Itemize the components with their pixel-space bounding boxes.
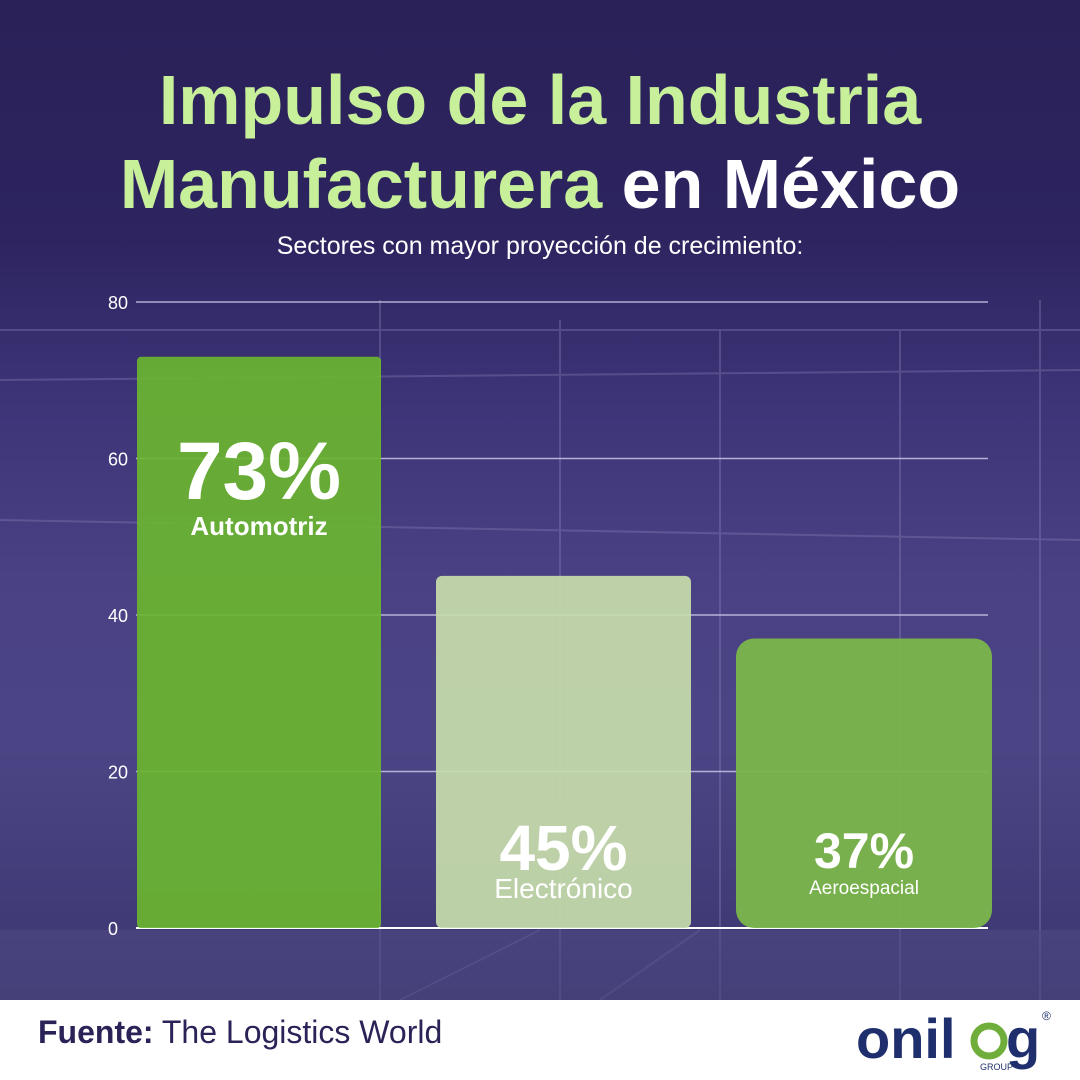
footer <box>0 1000 1080 1080</box>
hero-background: Impulso de la Industria Manufacturera en… <box>0 0 1080 1000</box>
logo-text-b: g <box>1006 1007 1040 1070</box>
bar-category-label: Electrónico <box>494 873 633 904</box>
source-credit: Fuente: The Logistics World <box>38 1014 442 1051</box>
logo-registered: ® <box>1042 1009 1051 1023</box>
y-tick-label: 60 <box>108 450 128 470</box>
page-title-line-2: Manufacturera en México <box>0 142 1080 226</box>
title-green-word: Manufacturera <box>119 145 603 223</box>
onilog-logo: onil g ® GROUP <box>856 1006 1056 1072</box>
y-tick-label: 40 <box>108 606 128 626</box>
factory-background-image <box>0 300 1080 1000</box>
bar-value-label: 73% <box>177 426 341 517</box>
chart-subtitle: Sectores con mayor proyección de crecimi… <box>276 232 804 260</box>
bar-category-label: Aeroespacial <box>809 878 919 899</box>
bar-value-label: 37% <box>814 823 914 879</box>
logo-mark: onil g ® GROUP <box>856 1007 1051 1072</box>
y-tick-label: 20 <box>108 763 128 783</box>
source-text: The Logistics World <box>161 1014 443 1050</box>
logo-o-ring <box>970 1022 1008 1060</box>
bar-value-label: 45% <box>499 812 627 884</box>
title-white-words: en México <box>621 145 961 223</box>
bar <box>137 356 381 928</box>
logo-text-a: onil <box>856 1007 956 1070</box>
bar <box>736 638 992 928</box>
bar <box>436 575 691 928</box>
logo-sub: GROUP <box>980 1062 1013 1072</box>
y-tick-label: 80 <box>108 293 128 313</box>
page-title-line-1: Impulso de la Industria <box>158 61 922 139</box>
bar-category-label: Automotriz <box>190 511 327 541</box>
bar-chart: 0 20 40 60 80 73%Automotriz 45%Electrónico 37%A… <box>108 293 992 939</box>
source-label: Fuente: <box>38 1014 154 1050</box>
y-tick-label: 0 <box>108 919 118 939</box>
